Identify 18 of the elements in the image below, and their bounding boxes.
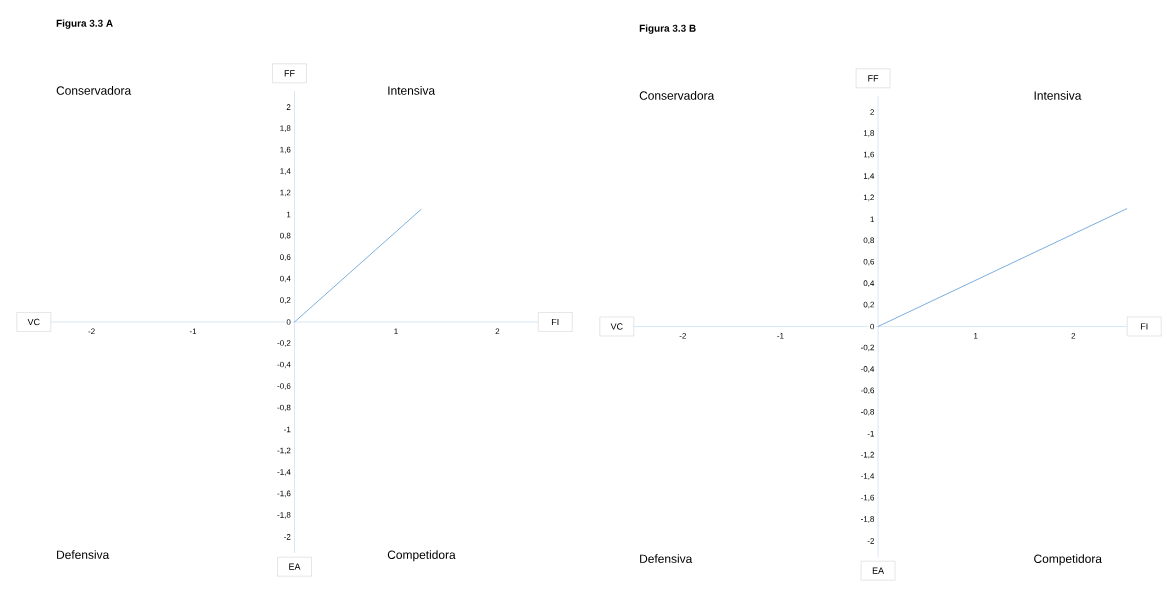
text: FF [868,75,879,82]
annotation: Defensiva [57,550,110,559]
text: EA [289,563,301,570]
annotation: Conservadora [639,91,715,100]
annotation: Intensiva [388,86,436,95]
text: VC [610,323,623,330]
text: FF [284,70,295,77]
chart-title: Figura 3.3 B [639,24,696,34]
annotation: Defensiva [640,554,693,563]
text: EA [872,567,885,574]
chart-title: Figura 3.3 A [56,19,113,29]
text: FI [551,318,559,326]
annotation: Competidora [387,550,456,562]
text: VC [27,318,40,326]
annotation: Conservadora [56,86,132,95]
annotation: Intensiva [1034,91,1082,100]
text: FI [1140,323,1148,330]
annotation: Competidora [1034,554,1102,566]
